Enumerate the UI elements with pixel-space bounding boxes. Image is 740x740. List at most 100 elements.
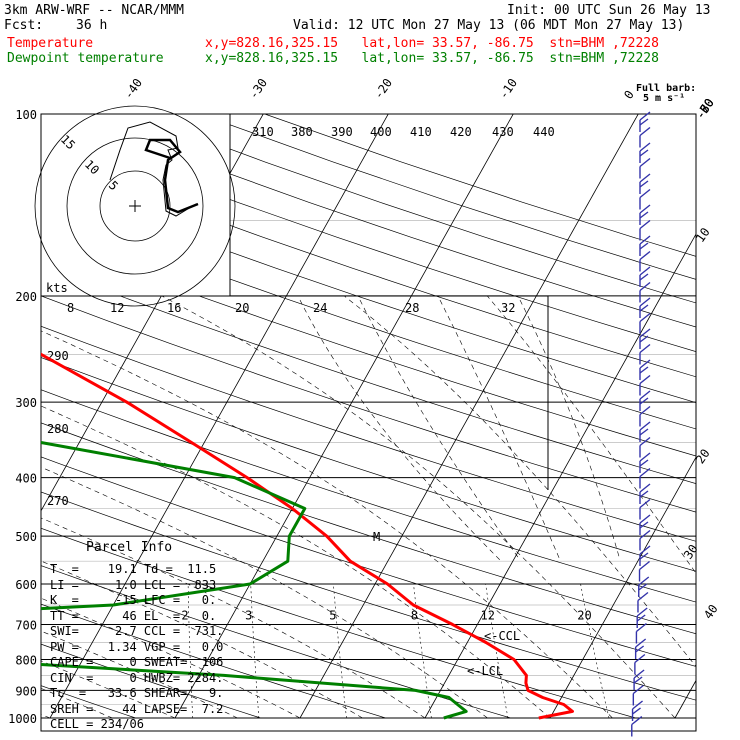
wind-barb-flag	[639, 211, 649, 219]
wind-barb-flag	[639, 498, 651, 509]
wind-barb-flag	[633, 676, 643, 684]
dry-adiabat-line	[41, 236, 696, 457]
plot-frame	[40, 113, 697, 732]
dewpoint-station-info: x,y=828.16,325.15 lat,lon= 33.57, -86.75…	[205, 51, 659, 66]
wind-speed-scale-label: 8	[67, 301, 74, 315]
dry-adiabat-line	[41, 295, 696, 513]
wind-barb-flag	[638, 576, 650, 586]
speed-arc-line	[299, 299, 501, 561]
wind-barb-flag	[639, 521, 649, 529]
hodograph-trace-thick	[144, 138, 199, 214]
wind-barb-flag	[631, 715, 643, 726]
isotherm-line	[424, 233, 696, 719]
parcel-info-title: Parcel Info	[86, 540, 173, 555]
moist-adiabat-line	[41, 405, 551, 719]
wind-speed-scale-label: 28	[405, 301, 419, 315]
wind-barb-flag	[639, 204, 651, 214]
theta-label: 310	[252, 125, 274, 139]
dry-adiabat-line	[41, 491, 696, 701]
lcl-annotation: <-LCL	[467, 664, 503, 678]
wind-barb-flag	[639, 188, 651, 199]
wind-barb-flag	[639, 545, 651, 555]
forecast-label: Fcst:	[4, 18, 44, 33]
temperature-axis-label: -20	[371, 76, 395, 102]
wind-barb-flag	[635, 645, 645, 653]
isotherm-line	[0, 114, 13, 718]
mixing-ratio-label: 8	[411, 608, 418, 622]
isotherm-line	[49, 114, 389, 719]
moist-adiabat-line	[486, 295, 696, 574]
mixing-ratio-line	[333, 583, 347, 719]
pressure-label: 800	[15, 653, 37, 667]
pressure-label: 500	[15, 530, 37, 544]
parcel-info-row: T = 19.1 Td = 11.5	[50, 562, 217, 576]
m-annotation: M	[373, 530, 380, 544]
dry-adiabat-line	[199, 114, 696, 280]
wind-barb-flag	[639, 397, 649, 405]
wind-barb-flag	[639, 250, 651, 261]
wind-barb-flag	[639, 180, 649, 188]
wind-speed-scale-label: 24	[313, 301, 327, 315]
moist-adiabat-line	[161, 295, 676, 719]
parcel-info-row: PW = 1.34 VGP = 0.0	[50, 639, 224, 654]
wind-barb-flag	[639, 111, 651, 121]
dry-adiabat-line	[41, 180, 696, 404]
wind-barb-flag	[639, 483, 651, 493]
isotherm-line	[674, 679, 696, 719]
dry-adiabat-line	[41, 643, 261, 719]
wind-barb-flag	[639, 118, 649, 126]
wind-barb-flag	[632, 700, 643, 710]
dry-adiabat-line	[41, 389, 696, 603]
dewpoint-profile-line	[41, 440, 468, 720]
wind-barb-flag	[639, 335, 649, 343]
wind-barbs	[631, 111, 651, 737]
wind-barb-flag	[639, 312, 651, 323]
wind-barb-flag	[637, 591, 649, 602]
mixing-ratio-line	[413, 583, 432, 719]
wind-barb-flag	[639, 552, 649, 560]
wind-speed-scale-label: 20	[235, 301, 249, 315]
pressure-label: 300	[15, 396, 37, 410]
wind-barb-flag	[639, 157, 651, 168]
parcel-info-row: K = -15 LFC = 0.	[50, 593, 217, 607]
mixing-ratio-label: 5	[329, 608, 336, 622]
parcel-info-row: SREH = 44 LAPSE= 7.2	[50, 701, 224, 716]
theta-label: 440	[533, 125, 555, 139]
pressure-label: 700	[15, 618, 37, 632]
temperature-axis-label: 30	[681, 542, 701, 562]
theta-e-label: 270	[47, 494, 69, 508]
wind-barb-flag	[634, 653, 646, 664]
parcel-info-row: Tc = 33.6 SHEAR= 9.	[50, 686, 224, 700]
temperature-axis-label: -40	[121, 76, 145, 102]
wind-barb-flag	[636, 607, 648, 617]
wind-barb-flag	[639, 126, 651, 137]
wind-barb-flag	[639, 343, 651, 354]
wind-barb-flag	[639, 405, 651, 416]
hodograph-ring	[99, 170, 171, 242]
theta-label: 400	[370, 125, 392, 139]
wind-barb-flag	[635, 638, 647, 648]
dry-adiabat-line	[41, 208, 696, 430]
wind-barb-flag	[639, 359, 651, 369]
pressure-label: 200	[15, 290, 37, 304]
wind-barb-flag	[639, 149, 649, 157]
hodograph-trace-thin	[109, 121, 197, 217]
isotherm-line	[549, 456, 696, 719]
dry-adiabat-line	[41, 603, 386, 719]
ccl-annotation: <-CCL	[484, 629, 520, 643]
wind-barb-flag	[639, 467, 651, 478]
dry-adiabat-line	[41, 325, 696, 542]
wind-barb-flag	[639, 219, 651, 230]
mixing-ratio-label: 20	[577, 608, 591, 622]
dry-adiabat-line	[41, 456, 696, 667]
dry-adiabat-line	[41, 153, 696, 378]
temperature-axis-label: -30	[246, 76, 270, 102]
mixing-ratio-line	[250, 583, 260, 719]
theta-label: 390	[331, 125, 353, 139]
moist-adiabat-line	[41, 517, 426, 719]
moist-adiabat-line	[41, 330, 613, 719]
wind-barb-flag	[639, 142, 651, 152]
theta-label: 410	[410, 125, 432, 139]
valid-time: Valid: 12 UTC Mon 27 May 13 (06 MDT Mon …	[293, 18, 685, 33]
